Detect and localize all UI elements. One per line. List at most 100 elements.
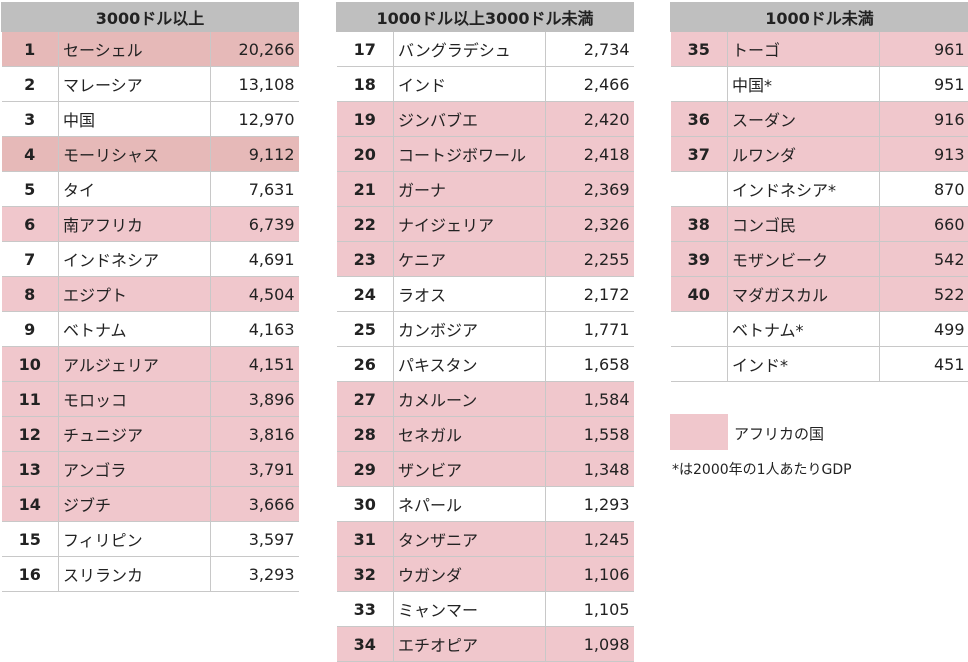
gdp-cell: 4,691 — [211, 242, 299, 277]
table-row: インドネシア*870 — [671, 172, 968, 207]
rank-cell: 15 — [2, 522, 59, 557]
country-cell: パキスタン — [394, 347, 546, 382]
country-cell: スリランカ — [59, 557, 211, 592]
gdp-cell: 1,245 — [546, 522, 634, 557]
country-cell: チュニジア — [59, 417, 211, 452]
rank-cell: 21 — [337, 172, 394, 207]
rank-cell: 38 — [671, 207, 728, 242]
gdp-cell: 3,293 — [211, 557, 299, 592]
rank-cell: 7 — [2, 242, 59, 277]
footnote: *は2000年の1人あたりGDP — [672, 459, 852, 479]
gdp-cell: 7,631 — [211, 172, 299, 207]
rank-cell: 13 — [2, 452, 59, 487]
country-cell: トーゴ — [728, 32, 880, 67]
gdp-cell: 2,172 — [546, 277, 634, 312]
country-cell: コンゴ民 — [728, 207, 880, 242]
table-title: 3000ドル以上 — [2, 3, 299, 32]
country-cell: ミャンマー — [394, 592, 546, 627]
rank-cell: 39 — [671, 242, 728, 277]
gdp-cell: 4,163 — [211, 312, 299, 347]
country-cell: ウガンダ — [394, 557, 546, 592]
gdp-cell: 542 — [880, 242, 968, 277]
rank-cell: 22 — [337, 207, 394, 242]
country-cell: アルジェリア — [59, 347, 211, 382]
gdp-cell: 2,420 — [546, 102, 634, 137]
country-cell: エジプト — [59, 277, 211, 312]
rank-cell: 36 — [671, 102, 728, 137]
rank-cell: 37 — [671, 137, 728, 172]
table-title: 1000ドル以上3000ドル未満 — [337, 3, 634, 32]
gdp-cell: 9,112 — [211, 137, 299, 172]
rank-cell: 27 — [337, 382, 394, 417]
gdp-cell: 1,293 — [546, 487, 634, 522]
gdp-cell: 2,326 — [546, 207, 634, 242]
gdp-cell: 3,816 — [211, 417, 299, 452]
gdp-cell: 1,558 — [546, 417, 634, 452]
gdp-cell: 451 — [880, 347, 968, 382]
country-cell: モロッコ — [59, 382, 211, 417]
gdp-cell: 870 — [880, 172, 968, 207]
country-cell: 中国* — [728, 67, 880, 102]
country-cell: ネパール — [394, 487, 546, 522]
rank-cell: 8 — [2, 277, 59, 312]
rank-cell: 14 — [2, 487, 59, 522]
table-title: 1000ドル未満 — [671, 3, 968, 32]
country-cell: マレーシア — [59, 67, 211, 102]
rank-cell — [671, 312, 728, 347]
rank-cell — [671, 172, 728, 207]
gdp-cell: 2,369 — [546, 172, 634, 207]
country-cell: ラオス — [394, 277, 546, 312]
country-cell: コートジボワール — [394, 137, 546, 172]
gdp-cell: 913 — [880, 137, 968, 172]
country-cell: ケニア — [394, 242, 546, 277]
country-cell: インド — [394, 67, 546, 102]
gdp-cell: 916 — [880, 102, 968, 137]
gdp-cell: 3,896 — [211, 382, 299, 417]
gdp-cell: 1,348 — [546, 452, 634, 487]
rank-cell: 2 — [2, 67, 59, 102]
rank-cell: 6 — [2, 207, 59, 242]
rank-cell: 11 — [2, 382, 59, 417]
country-cell: 南アフリカ — [59, 207, 211, 242]
rank-cell: 5 — [2, 172, 59, 207]
gdp-cell: 20,266 — [211, 32, 299, 67]
gdp-cell: 961 — [880, 32, 968, 67]
gdp-cell: 1,106 — [546, 557, 634, 592]
country-cell: ジンバブエ — [394, 102, 546, 137]
gdp-cell: 951 — [880, 67, 968, 102]
rank-cell: 16 — [2, 557, 59, 592]
country-cell: ルワンダ — [728, 137, 880, 172]
gdp-cell: 13,108 — [211, 67, 299, 102]
rank-cell: 17 — [337, 32, 394, 67]
country-cell: ベトナム* — [728, 312, 880, 347]
rank-cell: 25 — [337, 312, 394, 347]
gdp-cell: 1,658 — [546, 347, 634, 382]
table-row: ベトナム*499 — [671, 312, 968, 347]
country-cell: タンザニア — [394, 522, 546, 557]
gdp-cell: 499 — [880, 312, 968, 347]
country-cell: セーシェル — [59, 32, 211, 67]
gdp-cell: 2,418 — [546, 137, 634, 172]
country-cell: カメルーン — [394, 382, 546, 417]
